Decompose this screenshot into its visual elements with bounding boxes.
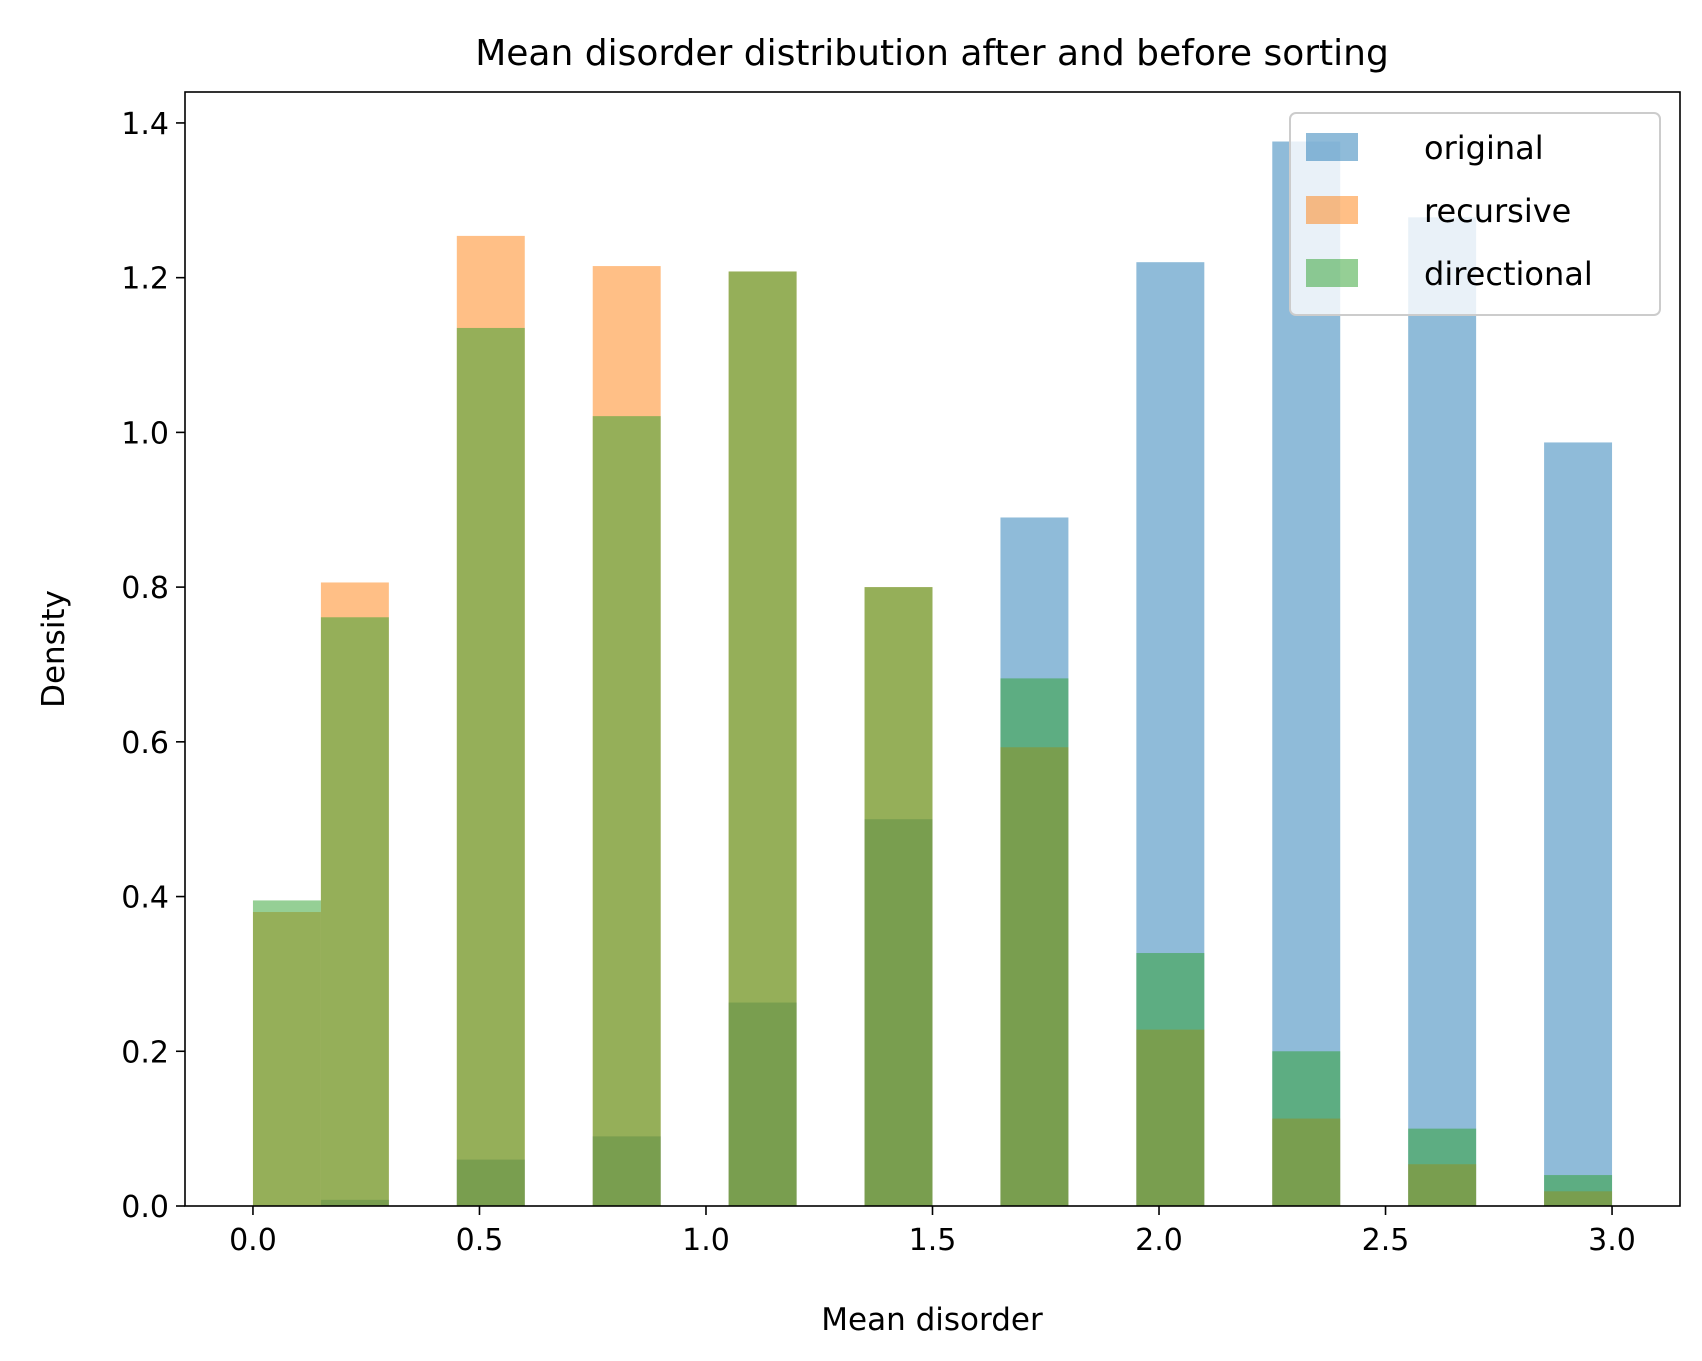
x-tick-label: 0.5 [456, 1223, 504, 1258]
x-tick-label: 1.0 [682, 1223, 730, 1258]
bar-directional [1408, 1128, 1477, 1206]
legend-box [1289, 112, 1661, 316]
y-tick-label: 1.2 [121, 262, 169, 297]
legend-swatch-directional [1306, 259, 1358, 287]
y-axis-label: Density [36, 590, 72, 708]
bar-directional [1000, 678, 1069, 1206]
bar-directional [592, 416, 661, 1206]
x-tick-label: 1.5 [909, 1223, 957, 1258]
bar-original [1544, 442, 1613, 1207]
bar-directional [1272, 1051, 1341, 1206]
y-tick-label: 0.8 [121, 571, 169, 606]
bar-directional [1544, 1175, 1613, 1206]
bar-directional [320, 617, 389, 1206]
bar-directional [252, 900, 321, 1206]
y-tick-label: 0.6 [121, 726, 169, 761]
bar-directional [864, 587, 933, 1206]
bar-directional [728, 271, 797, 1206]
bar-original [1408, 217, 1477, 1206]
y-tick-label: 1.4 [121, 107, 169, 142]
y-tick-label: 1.0 [121, 416, 169, 451]
y-tick-label: 0.2 [121, 1035, 169, 1070]
x-tick-label: 3.0 [1588, 1223, 1636, 1258]
bars-layer [252, 141, 1613, 1207]
x-tick-label: 2.5 [1362, 1223, 1410, 1258]
bar-original [1272, 141, 1341, 1206]
chart-title: Mean disorder distribution after and bef… [475, 33, 1389, 74]
legend-label-original: original [1424, 129, 1544, 167]
y-tick-label: 0.0 [121, 1190, 169, 1225]
legend-swatch-recursive [1306, 196, 1358, 224]
x-axis: 0.0 0.5 1.0 1.5 2.0 2.5 3.0 [229, 1206, 1636, 1258]
y-axis: 0.0 0.2 0.4 0.6 0.8 1.0 1.2 1.4 [121, 107, 185, 1225]
y-tick-label: 0.4 [121, 881, 169, 916]
bar-directional [456, 327, 525, 1206]
bar-directional [1136, 953, 1205, 1206]
legend-label-recursive: recursive [1424, 192, 1571, 230]
x-axis-label: Mean disorder [821, 1302, 1043, 1338]
x-tick-label: 0.0 [229, 1223, 277, 1258]
legend-label-directional: directional [1424, 255, 1593, 293]
x-tick-label: 2.0 [1135, 1223, 1183, 1258]
legend-swatch-original [1306, 133, 1358, 161]
legend: original recursive directional [1289, 112, 1661, 316]
